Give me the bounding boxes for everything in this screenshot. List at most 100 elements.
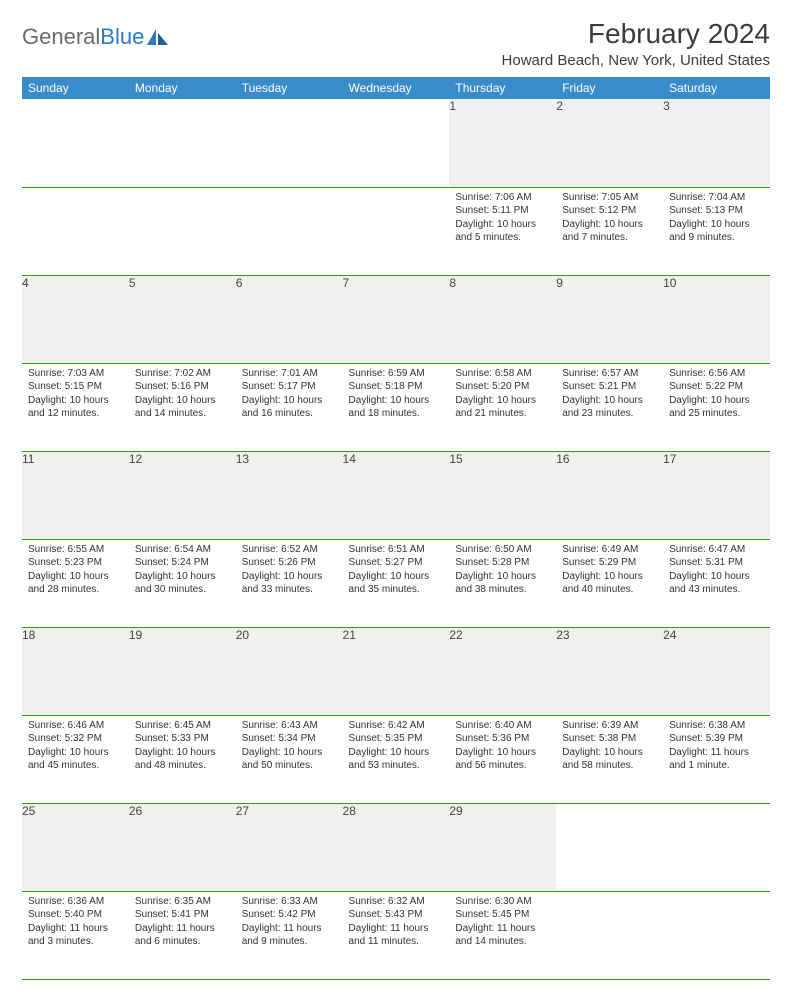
week-2-content: Sunrise: 6:55 AMSunset: 5:23 PMDaylight:… xyxy=(22,539,770,627)
day-sr: Sunrise: 6:55 AM xyxy=(28,543,123,557)
day-ss: Sunset: 5:16 PM xyxy=(135,380,230,394)
daynum-cell: 21 xyxy=(343,627,450,715)
day-dl2: and 6 minutes. xyxy=(135,935,230,949)
day-ss: Sunset: 5:15 PM xyxy=(28,380,123,394)
day-cell: Sunrise: 6:42 AMSunset: 5:35 PMDaylight:… xyxy=(343,715,450,803)
day-sr: Sunrise: 6:36 AM xyxy=(28,895,123,909)
day-dl2: and 58 minutes. xyxy=(562,759,657,773)
day-cell: Sunrise: 6:40 AMSunset: 5:36 PMDaylight:… xyxy=(449,715,556,803)
day-dl2: and 9 minutes. xyxy=(669,231,764,245)
daynum-cell: 17 xyxy=(663,451,770,539)
day-dl2: and 1 minute. xyxy=(669,759,764,773)
day-sr: Sunrise: 6:51 AM xyxy=(349,543,444,557)
day-ss: Sunset: 5:32 PM xyxy=(28,732,123,746)
day-sr: Sunrise: 6:39 AM xyxy=(562,719,657,733)
day-cell: Sunrise: 6:51 AMSunset: 5:27 PMDaylight:… xyxy=(343,539,450,627)
day-sr: Sunrise: 7:06 AM xyxy=(455,191,550,205)
day-details: Sunrise: 6:36 AMSunset: 5:40 PMDaylight:… xyxy=(22,892,129,955)
day-cell: Sunrise: 6:49 AMSunset: 5:29 PMDaylight:… xyxy=(556,539,663,627)
day-sr: Sunrise: 7:03 AM xyxy=(28,367,123,381)
week-2-daynums: 11121314151617 xyxy=(22,451,770,539)
daynum-cell: 9 xyxy=(556,275,663,363)
day-cell xyxy=(556,891,663,979)
day-dl2: and 30 minutes. xyxy=(135,583,230,597)
day-details: Sunrise: 6:58 AMSunset: 5:20 PMDaylight:… xyxy=(449,364,556,427)
daynum-cell: 4 xyxy=(22,275,129,363)
day-details: Sunrise: 6:49 AMSunset: 5:29 PMDaylight:… xyxy=(556,540,663,603)
week-0-daynums: 123 xyxy=(22,99,770,187)
day-dl2: and 14 minutes. xyxy=(135,407,230,421)
day-ss: Sunset: 5:20 PM xyxy=(455,380,550,394)
day-dl1: Daylight: 10 hours xyxy=(28,746,123,760)
dayname-3: Wednesday xyxy=(343,77,450,99)
day-details: Sunrise: 6:47 AMSunset: 5:31 PMDaylight:… xyxy=(663,540,770,603)
day-dl2: and 50 minutes. xyxy=(242,759,337,773)
day-dl1: Daylight: 10 hours xyxy=(562,394,657,408)
day-ss: Sunset: 5:40 PM xyxy=(28,908,123,922)
day-cell: Sunrise: 6:35 AMSunset: 5:41 PMDaylight:… xyxy=(129,891,236,979)
calendar-table: SundayMondayTuesdayWednesdayThursdayFrid… xyxy=(22,77,770,980)
day-dl1: Daylight: 10 hours xyxy=(562,218,657,232)
dayname-0: Sunday xyxy=(22,77,129,99)
day-dl1: Daylight: 10 hours xyxy=(455,746,550,760)
day-ss: Sunset: 5:28 PM xyxy=(455,556,550,570)
day-cell: Sunrise: 6:36 AMSunset: 5:40 PMDaylight:… xyxy=(22,891,129,979)
day-cell: Sunrise: 6:55 AMSunset: 5:23 PMDaylight:… xyxy=(22,539,129,627)
week-0-content: Sunrise: 7:06 AMSunset: 5:11 PMDaylight:… xyxy=(22,187,770,275)
logo-text-1: General xyxy=(22,24,100,50)
title-block: February 2024 Howard Beach, New York, Un… xyxy=(502,18,770,69)
day-details: Sunrise: 6:33 AMSunset: 5:42 PMDaylight:… xyxy=(236,892,343,955)
daynum-cell xyxy=(343,99,450,187)
day-dl2: and 25 minutes. xyxy=(669,407,764,421)
day-ss: Sunset: 5:43 PM xyxy=(349,908,444,922)
day-dl2: and 56 minutes. xyxy=(455,759,550,773)
day-dl2: and 9 minutes. xyxy=(242,935,337,949)
day-dl1: Daylight: 10 hours xyxy=(669,218,764,232)
day-dl2: and 5 minutes. xyxy=(455,231,550,245)
day-dl1: Daylight: 10 hours xyxy=(562,570,657,584)
daynum-cell: 3 xyxy=(663,99,770,187)
logo: GeneralBlue xyxy=(22,24,170,50)
day-cell: Sunrise: 6:47 AMSunset: 5:31 PMDaylight:… xyxy=(663,539,770,627)
day-ss: Sunset: 5:35 PM xyxy=(349,732,444,746)
daynum-cell: 27 xyxy=(236,803,343,891)
day-details: Sunrise: 6:45 AMSunset: 5:33 PMDaylight:… xyxy=(129,716,236,779)
day-details: Sunrise: 6:43 AMSunset: 5:34 PMDaylight:… xyxy=(236,716,343,779)
day-dl2: and 28 minutes. xyxy=(28,583,123,597)
day-details: Sunrise: 7:02 AMSunset: 5:16 PMDaylight:… xyxy=(129,364,236,427)
day-sr: Sunrise: 6:35 AM xyxy=(135,895,230,909)
day-dl2: and 3 minutes. xyxy=(28,935,123,949)
day-dl1: Daylight: 10 hours xyxy=(455,394,550,408)
day-dl2: and 40 minutes. xyxy=(562,583,657,597)
day-details: Sunrise: 6:35 AMSunset: 5:41 PMDaylight:… xyxy=(129,892,236,955)
day-ss: Sunset: 5:26 PM xyxy=(242,556,337,570)
daynum-cell: 16 xyxy=(556,451,663,539)
week-1-daynums: 45678910 xyxy=(22,275,770,363)
day-details: Sunrise: 6:30 AMSunset: 5:45 PMDaylight:… xyxy=(449,892,556,955)
day-ss: Sunset: 5:27 PM xyxy=(349,556,444,570)
day-sr: Sunrise: 6:30 AM xyxy=(455,895,550,909)
daynum-cell: 13 xyxy=(236,451,343,539)
week-1-content: Sunrise: 7:03 AMSunset: 5:15 PM Daylight:… xyxy=(22,363,770,451)
header: GeneralBlue February 2024 Howard Beach, … xyxy=(22,18,770,69)
daynum-cell: 10 xyxy=(663,275,770,363)
day-sr: Sunrise: 7:01 AM xyxy=(242,367,337,381)
day-dl1: Daylight: 10 hours xyxy=(135,394,230,408)
day-ss: Sunset: 5:33 PM xyxy=(135,732,230,746)
day-sr: Sunrise: 6:33 AM xyxy=(242,895,337,909)
day-dl1: Daylight: 10 hours xyxy=(242,394,337,408)
day-cell: Sunrise: 6:45 AMSunset: 5:33 PMDaylight:… xyxy=(129,715,236,803)
daynum-cell xyxy=(556,803,663,891)
day-ss: Sunset: 5:31 PM xyxy=(669,556,764,570)
day-cell: Sunrise: 6:58 AMSunset: 5:20 PMDaylight:… xyxy=(449,363,556,451)
daynum-cell: 28 xyxy=(343,803,450,891)
daynum-cell xyxy=(129,99,236,187)
daynum-cell: 7 xyxy=(343,275,450,363)
day-dl2: and 11 minutes. xyxy=(349,935,444,949)
day-cell: Sunrise: 6:46 AMSunset: 5:32 PMDaylight:… xyxy=(22,715,129,803)
daynum-cell: 12 xyxy=(129,451,236,539)
day-details: Sunrise: 6:59 AMSunset: 5:18 PMDaylight:… xyxy=(343,364,450,427)
day-details: Sunrise: 6:38 AMSunset: 5:39 PMDaylight:… xyxy=(663,716,770,779)
day-sr: Sunrise: 6:45 AM xyxy=(135,719,230,733)
daynum-cell: 11 xyxy=(22,451,129,539)
